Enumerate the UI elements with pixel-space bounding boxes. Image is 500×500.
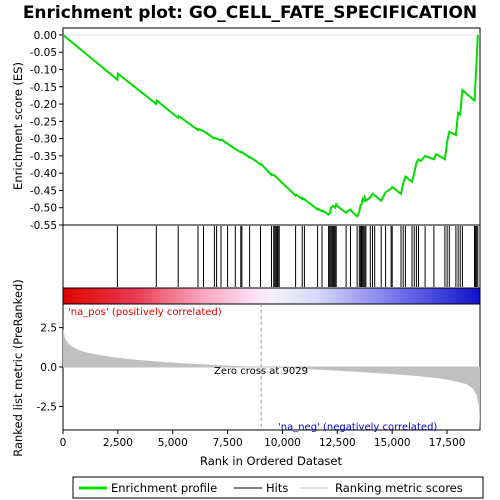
- legend: Enrichment profile Hits Ranking metric s…: [72, 476, 484, 499]
- x-axis-label: Rank in Ordered Dataset: [200, 454, 343, 468]
- metric-y-axis-label: Ranked list metric (PreRanked): [11, 279, 25, 457]
- na-neg-label: 'na_neg' (negatively correlated): [278, 422, 437, 433]
- es-y-tick-label: 0.00: [34, 30, 57, 42]
- hits-panel: [62, 224, 481, 289]
- x-axis-ticks: 0 2,500 5,000 7,500 10,000 12,500 15,000 17,500: [60, 430, 466, 449]
- x-tick-label: 0: [60, 437, 67, 449]
- hit-lines: [116, 226, 479, 287]
- es-y-tick-label: -0.35: [30, 151, 57, 163]
- x-tick-label: 15,000: [374, 437, 411, 449]
- es-panel: 0.00 -0.05 -0.10 -0.15 -0.20 -0.25 -0.30 -0.35 -…: [11, 27, 481, 232]
- es-y-tick-label: -0.55: [30, 220, 57, 232]
- es-y-tick-label: -0.45: [30, 185, 57, 197]
- legend-label-metric: Ranking metric scores: [335, 481, 463, 495]
- metric-y-tick-label: 2.5: [40, 323, 57, 335]
- x-tick-label: 17,500: [429, 437, 466, 449]
- metric-panel: 2.5 0.0 -2.5 'na_pos' (positively correlat…: [11, 279, 481, 457]
- es-panel-frame: [62, 27, 481, 226]
- x-tick-label: 2,500: [103, 437, 133, 449]
- es-y-tick-label: -0.15: [30, 82, 57, 94]
- enrichment-profile-line: [62, 34, 479, 218]
- zero-cross-label: Zero cross at 9029: [214, 366, 308, 377]
- rank-color-bar: [62, 287, 481, 305]
- es-y-tick-label: -0.20: [30, 99, 57, 111]
- es-y-tick-label: -0.50: [30, 203, 57, 215]
- es-y-tick-label: -0.30: [30, 134, 57, 146]
- metric-y-ticks: 2.5 0.0 -2.5: [37, 323, 63, 413]
- x-tick-label: 10,000: [264, 437, 301, 449]
- es-y-tick-label: -0.10: [30, 64, 57, 76]
- metric-y-tick-label: 0.0: [40, 362, 57, 374]
- na-pos-label: 'na_pos' (positively correlated): [68, 307, 222, 318]
- legend-frame: [72, 476, 484, 499]
- es-y-axis-label: Enrichment score (ES): [11, 62, 25, 190]
- x-tick-label: 12,500: [319, 437, 356, 449]
- es-y-tick-label: -0.05: [30, 47, 57, 59]
- x-tick-label: 5,000: [158, 437, 188, 449]
- legend-label-enrichment: Enrichment profile: [111, 481, 217, 495]
- es-y-ticks: 0.00 -0.05 -0.10 -0.15 -0.20 -0.25 -0.30 -0.35 -…: [30, 30, 63, 232]
- metric-y-tick-label: -2.5: [37, 401, 58, 413]
- x-tick-label: 7,500: [213, 437, 243, 449]
- es-y-tick-label: -0.40: [30, 168, 57, 180]
- es-y-tick-label: -0.25: [30, 116, 57, 128]
- chart-title: Enrichment plot: GO_CELL_FATE_SPECIFICAT…: [23, 3, 477, 23]
- legend-label-hits: Hits: [266, 481, 288, 495]
